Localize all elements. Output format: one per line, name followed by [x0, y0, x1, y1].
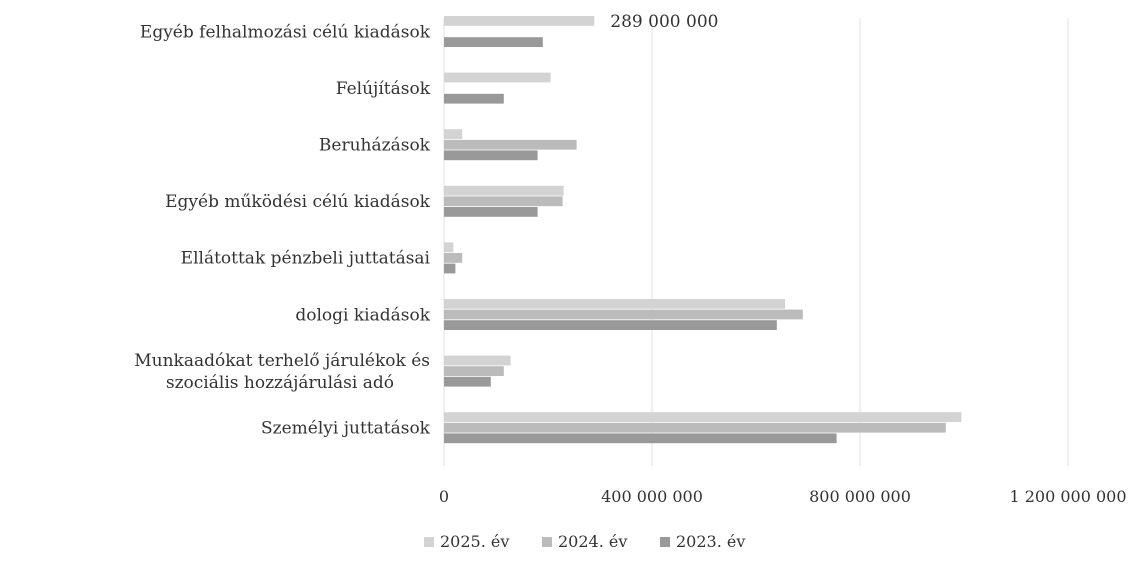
category-label: Egyéb felhalmozási célú kiadások — [140, 22, 431, 42]
legend-entry: 2024. év — [558, 532, 627, 551]
data-labels: 289 000 000 — [610, 12, 718, 32]
legend-entry: 2023. év — [676, 532, 745, 551]
bar — [444, 196, 563, 207]
category-label: Munkaadókat terhelő járulékok és szociáli… — [134, 351, 430, 393]
bar — [444, 37, 543, 47]
legend-swatch — [424, 537, 434, 547]
bar — [444, 93, 504, 104]
bar — [444, 422, 946, 433]
bar — [444, 129, 463, 139]
bar — [444, 263, 456, 274]
category-label: Egyéb működési célú kiadások — [165, 192, 431, 212]
bar — [444, 207, 538, 217]
bar — [444, 72, 551, 83]
x-tick-label: 0 — [439, 487, 449, 506]
bar — [444, 376, 491, 387]
category-label: Ellátottak pénzbeli juttatásai — [181, 249, 431, 269]
category-label: Személyi juttatások — [261, 419, 431, 439]
bar — [444, 150, 538, 161]
category-label: dologi kiadások — [295, 305, 430, 325]
bars — [444, 16, 962, 444]
data-label: 289 000 000 — [610, 12, 718, 32]
x-tick-label: 800 000 000 — [809, 487, 911, 506]
category-labels: Egyéb felhalmozási célú kiadások Felújítá… — [134, 22, 430, 438]
bar — [444, 139, 577, 150]
bar — [444, 412, 962, 422]
x-tick-label: 1 200 000 000 — [1009, 487, 1126, 506]
bar — [444, 433, 837, 444]
bar — [444, 320, 777, 330]
category-label: Beruházások — [319, 136, 431, 156]
legend-swatch — [542, 537, 552, 547]
gridlines — [443, 18, 1069, 466]
legend-entry: 2025. év — [440, 532, 509, 551]
x-tick-label: 400 000 000 — [601, 487, 703, 506]
bar — [444, 366, 504, 376]
bar — [444, 309, 803, 320]
legend-swatch — [660, 537, 670, 547]
bar — [444, 16, 595, 26]
bar — [444, 299, 786, 309]
bar — [444, 355, 511, 366]
category-label: Felújítások — [336, 79, 431, 99]
x-tick-labels: 0 400 000 000 800 000 000 1 200 000 000 — [439, 487, 1127, 506]
bar — [444, 185, 564, 196]
bar — [444, 242, 454, 253]
bar — [444, 253, 463, 263]
legend: 2025. év 2024. év 2023. év — [424, 532, 745, 551]
